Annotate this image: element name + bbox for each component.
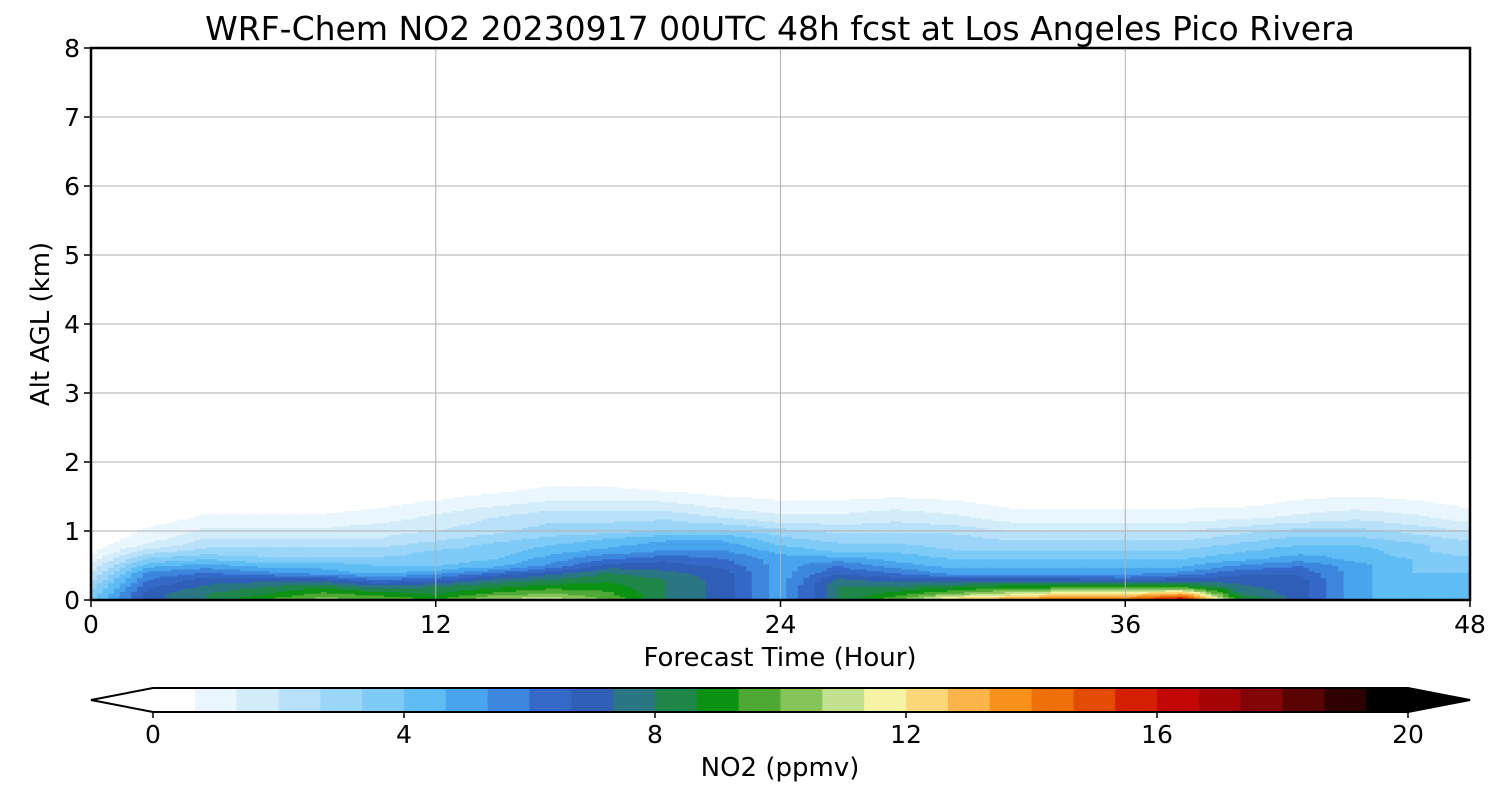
chart-figure: WRF-Chem NO2 20230917 00UTC 48h fcst at … bbox=[0, 0, 1500, 800]
chart-title: WRF-Chem NO2 20230917 00UTC 48h fcst at … bbox=[205, 9, 1355, 48]
